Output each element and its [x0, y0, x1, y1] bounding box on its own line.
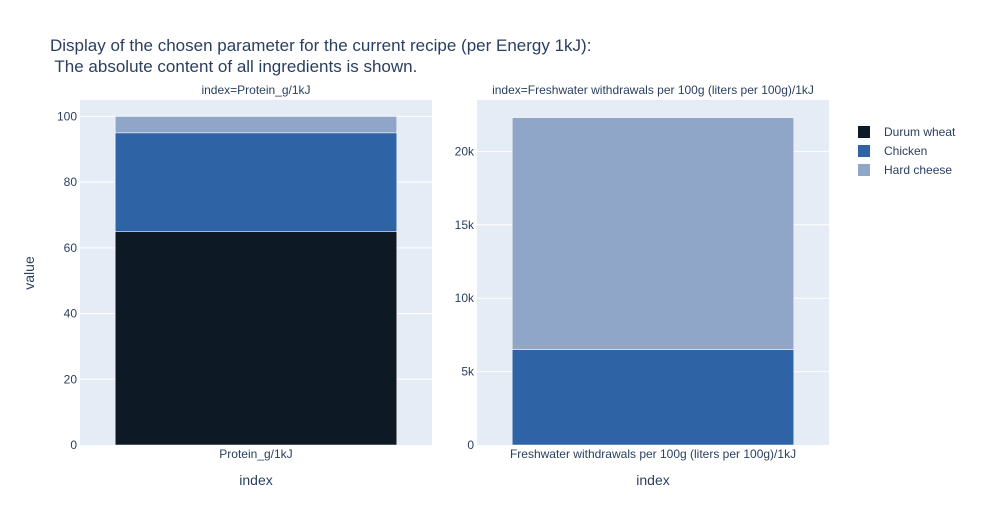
bar-chicken[interactable] — [511, 349, 795, 446]
chart-title-line-1: Display of the chosen parameter for the … — [50, 36, 591, 55]
chart-title-line-2: The absolute content of all ingredients … — [50, 57, 417, 76]
subplot-title: index=Protein_g/1kJ — [201, 83, 310, 97]
y-axis-title: value — [21, 256, 37, 290]
legend-item-chicken[interactable]: Chicken — [858, 144, 927, 158]
y-tick-label: 0 — [70, 438, 77, 452]
y-tick-label: 80 — [64, 175, 78, 189]
y-tick-label: 20k — [455, 144, 475, 158]
y-tick-label: 10k — [455, 291, 475, 305]
legend-swatch — [858, 145, 870, 157]
legend-item-durum-wheat[interactable]: Durum wheat — [858, 125, 956, 139]
y-tick-label: 40 — [64, 307, 78, 321]
x-tick-label: Protein_g/1kJ — [219, 447, 292, 461]
bar-hard-cheese[interactable] — [114, 116, 398, 134]
legend-item-hard-cheese[interactable]: Hard cheese — [858, 163, 952, 177]
legend-swatch — [858, 164, 870, 176]
x-axis-title: index — [239, 472, 272, 488]
x-axis-title: index — [636, 472, 669, 488]
y-tick-label: 100 — [57, 109, 77, 123]
y-tick-label: 0 — [467, 438, 474, 452]
subplot-protein: 0 20 40 60 80 100 index=Protein_g/1kJ Protein_g… — [57, 83, 432, 488]
x-tick-label: Freshwater withdrawals per 100g (liters … — [510, 447, 796, 461]
y-tick-label: 60 — [64, 241, 78, 255]
subplot-freshwater: 0 5k 10k 15k 20k index=Freshwater withdrawals… — [455, 83, 829, 488]
y-tick-label: 5k — [461, 365, 475, 379]
bar-hard-cheese[interactable] — [511, 117, 795, 350]
legend-label: Chicken — [884, 144, 927, 158]
subplot-title: index=Freshwater withdrawals per 100g (l… — [492, 83, 814, 97]
bar-durum-wheat[interactable] — [114, 231, 398, 446]
y-tick-label: 15k — [455, 218, 475, 232]
y-tick-label: 20 — [64, 372, 78, 386]
bar-chicken[interactable] — [114, 132, 398, 232]
legend-swatch — [858, 126, 870, 138]
legend-label: Durum wheat — [884, 125, 956, 139]
legend-label: Hard cheese — [884, 163, 952, 177]
legend[interactable]: Durum wheat Chicken Hard cheese — [858, 125, 956, 177]
